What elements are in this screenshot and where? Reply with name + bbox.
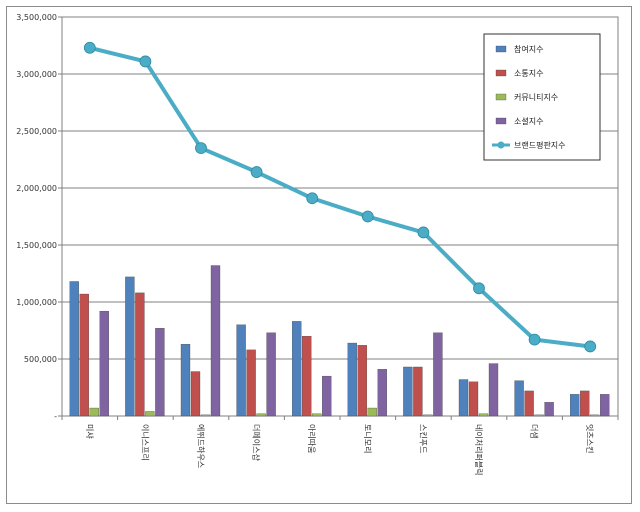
bar-참여지수-스킨푸드 <box>403 366 413 417</box>
bar-커뮤니티지수-더페이스샵 <box>256 413 266 417</box>
bar-소통지수-네이처리퍼블릭 <box>468 381 479 417</box>
bar-소셜지수-아리따움 <box>322 375 332 417</box>
y-tick-label: 1,500,000 <box>16 241 57 250</box>
bar-커뮤니티지수-더샘 <box>534 414 544 417</box>
legend-marker-브랜드평판지수 <box>497 141 505 149</box>
x-category-label: 스킨푸드 <box>418 424 428 453</box>
bar-참여지수-잇츠스킨 <box>570 394 580 417</box>
bar-참여지수-아리따움 <box>292 321 302 417</box>
bar-소셜지수-더페이스샵 <box>266 332 276 417</box>
point-브랜드평판지수-에뛰드하우스 <box>195 142 207 155</box>
bar-커뮤니티지수-아리따움 <box>312 413 322 417</box>
legend-label-참여지수: 참여지수 <box>514 44 543 54</box>
y-tick-label: 3,000,000 <box>16 70 57 79</box>
x-category-label: 이니스프리 <box>140 424 150 461</box>
x-category-label: 토니모리 <box>363 424 373 453</box>
bar-소통지수-스킨푸드 <box>413 366 423 417</box>
bar-소셜지수-미샤 <box>99 310 109 417</box>
y-tick-label: - <box>54 412 57 421</box>
bar-소통지수-더페이스샵 <box>246 349 256 417</box>
point-브랜드평판지수-스킨푸드 <box>417 226 430 239</box>
bar-소통지수-더샘 <box>524 390 534 417</box>
bar-소셜지수-토니모리 <box>377 369 387 417</box>
legend-swatch-소통지수 <box>495 69 507 77</box>
point-브랜드평판지수-토니모리 <box>361 210 374 223</box>
bar-소통지수-에뛰드하우스 <box>190 371 201 417</box>
point-브랜드평판지수-아리따움 <box>306 192 319 205</box>
y-tick-label: 3,500,000 <box>16 13 57 22</box>
y-tick-label: 1,000,000 <box>16 298 57 307</box>
bar-커뮤니티지수-에뛰드하우스 <box>200 414 211 417</box>
point-브랜드평판지수-이니스프리 <box>139 55 152 68</box>
legend-label-소셜지수: 소셜지수 <box>514 117 543 126</box>
bar-참여지수-네이처리퍼블릭 <box>458 379 469 417</box>
bar-커뮤니티지수-미샤 <box>89 407 99 417</box>
bar-참여지수-토니모리 <box>347 342 357 417</box>
point-브랜드평판지수-잇츠스킨 <box>584 340 597 353</box>
legend-label-브랜드평판지수: 브랜드평판지수 <box>514 140 566 150</box>
bar-소셜지수-에뛰드하우스 <box>210 265 221 417</box>
x-category-label: 미샤 <box>85 424 95 439</box>
bar-소통지수-이니스프리 <box>135 292 145 417</box>
point-브랜드평판지수-미샤 <box>83 41 96 54</box>
legend-swatch-참여지수 <box>495 45 507 53</box>
x-category-label: 네이처리퍼블릭 <box>474 424 484 476</box>
y-tick-label: 500,000 <box>24 355 57 364</box>
point-브랜드평판지수-더샘 <box>528 333 541 346</box>
legend-swatch-소셜지수 <box>495 117 507 125</box>
bar-소셜지수-이니스프리 <box>155 328 165 417</box>
bar-커뮤니티지수-이니스프리 <box>145 411 155 417</box>
bar-소통지수-미샤 <box>79 293 89 417</box>
x-category-label: 더페이스샵 <box>252 424 262 461</box>
bar-소셜지수-더샘 <box>544 402 554 417</box>
x-category-label: 에뛰드하우스 <box>196 424 206 468</box>
point-브랜드평판지수-네이처리퍼블릭 <box>473 282 485 295</box>
bar-참여지수-더샘 <box>514 380 524 417</box>
bar-참여지수-에뛰드하우스 <box>180 344 191 417</box>
bar-소셜지수-스킨푸드 <box>433 332 443 417</box>
legend-swatch-커뮤니티지수 <box>495 93 507 101</box>
legend-label-소통지수: 소통지수 <box>514 69 543 78</box>
y-tick-label: 2,500,000 <box>16 127 57 136</box>
y-tick-label: 2,000,000 <box>16 184 57 193</box>
bar-커뮤니티지수-잇츠스킨 <box>590 414 600 417</box>
bar-소통지수-잇츠스킨 <box>580 390 590 417</box>
point-브랜드평판지수-더페이스샵 <box>250 166 263 178</box>
bar-참여지수-미샤 <box>69 281 79 417</box>
x-category-label: 잇츠스킨 <box>585 424 595 453</box>
bar-커뮤니티지수-네이처리퍼블릭 <box>478 413 489 417</box>
x-category-label: 더샘 <box>530 424 539 439</box>
line-브랜드평판지수 <box>89 45 591 349</box>
bar-소통지수-토니모리 <box>357 345 367 417</box>
bar-참여지수-이니스프리 <box>125 276 135 417</box>
bar-커뮤니티지수-토니모리 <box>367 407 377 417</box>
bar-소셜지수-잇츠스킨 <box>600 394 610 417</box>
bar-소통지수-아리따움 <box>302 336 312 417</box>
legend-label-커뮤니티지수: 커뮤니티지수 <box>514 92 558 102</box>
bar-참여지수-더페이스샵 <box>236 324 246 417</box>
x-category-label: 아리따움 <box>307 424 317 453</box>
bar-소셜지수-네이처리퍼블릭 <box>488 363 499 417</box>
bar-커뮤니티지수-스킨푸드 <box>423 414 433 417</box>
